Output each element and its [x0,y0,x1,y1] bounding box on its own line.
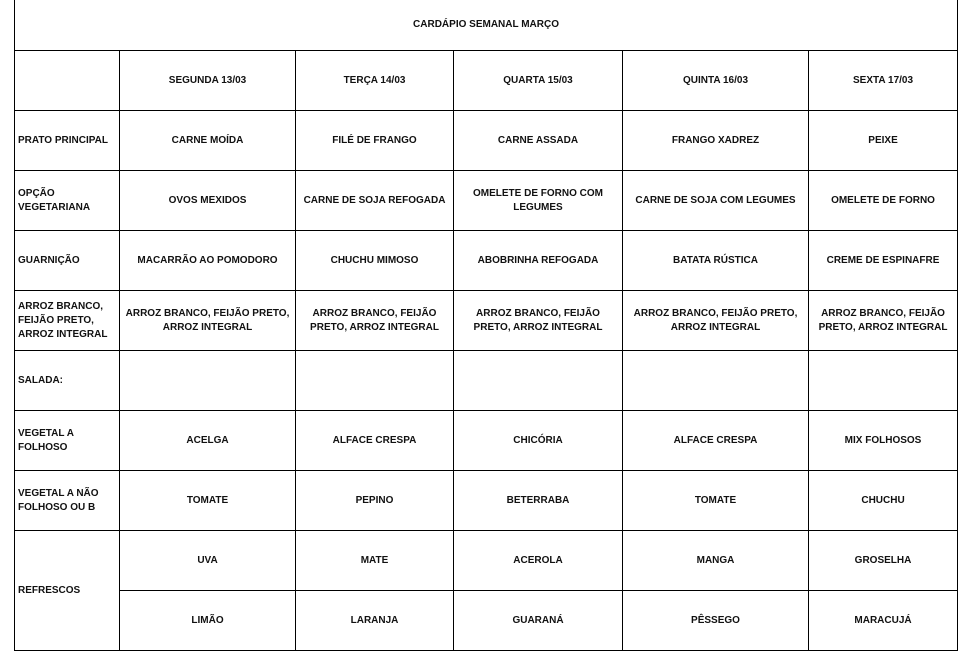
menu-cell: FRANGO XADREZ [622,110,809,171]
refrescos-row: LIMÃO LARANJA GUARANÁ PÊSSEGO MARACUJÁ [15,590,958,651]
menu-cell: CHUCHU MIMOSO [295,230,454,291]
day-header: QUARTA 15/03 [453,50,623,111]
refresco-cell: ACEROLA [453,530,623,591]
menu-cell: CHICÓRIA [453,410,623,471]
day-header: QUINTA 16/03 [622,50,809,111]
menu-cell: ARROZ BRANCO, FEIJÃO PRETO, ARROZ INTEGR… [622,290,809,351]
refresco-cell: GUARANÁ [453,590,623,651]
menu-cell: CARNE ASSADA [453,110,623,171]
refresco-cell: LIMÃO [119,590,296,651]
menu-cell: PEPINO [295,470,454,531]
refrescos-row: REFRESCOS UVA MATE ACEROLA MANGA GROSELHA [14,530,958,651]
menu-cell: CHUCHU [807,470,958,531]
row-label: PRATO PRINCIPAL [14,110,120,171]
menu-cell: CARNE MOÍDA [119,110,296,171]
menu-cell: MIX FOLHOSOS [807,410,958,471]
menu-cell: ARROZ BRANCO, FEIJÃO PRETO, ARROZ INTEGR… [453,290,623,351]
row-label: VEGETAL A FOLHOSO [14,410,120,471]
row-label: SALADA: [14,350,120,411]
menu-cell: ACELGA [119,410,296,471]
menu-row: VEGETAL A FOLHOSO ACELGA ALFACE CRESPA CHIC… [14,410,958,471]
menu-row: VEGETAL A NÃO FOLHOSO OU B TOMATE PEPINO BE… [14,470,958,531]
menu-cell: ALFACE CRESPA [295,410,454,471]
refresco-cell: LARANJA [295,590,454,651]
menu-cell [807,350,958,411]
menu-cell: TOMATE [119,470,296,531]
menu-cell: MACARRÃO AO POMODORO [119,230,296,291]
refresco-cell: MATE [295,530,454,591]
menu-cell: CARNE DE SOJA COM LEGUMES [622,170,809,231]
day-header: TERÇA 14/03 [295,50,454,111]
menu-cell: BETERRABA [453,470,623,531]
day-header: SEGUNDA 13/03 [119,50,296,111]
menu-cell: ARROZ BRANCO, FEIJÃO PRETO, ARROZ INTEGR… [807,290,958,351]
menu-cell: ABOBRINHA REFOGADA [453,230,623,291]
row-label: VEGETAL A NÃO FOLHOSO OU B [14,470,120,531]
menu-row: OPÇÃO VEGETARIANA OVOS MEXIDOS CARNE DE SO… [14,170,958,231]
menu-cell: PEIXE [807,110,958,171]
day-header: SEXTA 17/03 [807,50,958,111]
menu-cell: ARROZ BRANCO, FEIJÃO PRETO, ARROZ INTEGR… [295,290,454,351]
menu-cell: OMELETE DE FORNO [807,170,958,231]
row-label: GUARNIÇÃO [14,230,120,291]
menu-cell: CREME DE ESPINAFRE [807,230,958,291]
menu-cell: BATATA RÚSTICA [622,230,809,291]
refresco-cell: UVA [119,530,296,591]
menu-cell [295,350,454,411]
menu-title: CARDÁPIO SEMANAL MARÇO [13,0,958,51]
menu-cell: FILÉ DE FRANGO [295,110,454,171]
refresco-cell: MARACUJÁ [807,590,958,651]
menu-cell [119,350,296,411]
menu-cell [453,350,623,411]
menu-row: PRATO PRINCIPAL CARNE MOÍDA FILÉ DE FRANGO… [14,110,958,171]
menu-cell: OMELETE DE FORNO COM LEGUMES [453,170,623,231]
menu-row: GUARNIÇÃO MACARRÃO AO POMODORO CHUCHU MIMO… [14,230,958,291]
row-label: OPÇÃO VEGETARIANA [14,170,120,231]
menu-cell: OVOS MEXIDOS [119,170,296,231]
menu-row: ARROZ BRANCO, FEIJÃO PRETO, ARROZ INTEGR… [14,290,958,351]
header-row: SEGUNDA 13/03 TERÇA 14/03 QUARTA 15/03 Q… [14,50,958,111]
menu-cell [622,350,809,411]
row-label: REFRESCOS [14,530,120,651]
refresco-cell: MANGA [622,530,809,591]
menu-cell: ARROZ BRANCO, FEIJÃO PRETO, ARROZ INTEGR… [119,290,296,351]
menu-row: SALADA: [14,350,958,411]
refresco-cell: GROSELHA [807,530,958,591]
menu-table: CARDÁPIO SEMANAL MARÇO SEGUNDA 13/03 TER… [13,0,958,651]
menu-cell: TOMATE [622,470,809,531]
refresco-cell: PÊSSEGO [622,590,809,651]
row-label: ARROZ BRANCO, FEIJÃO PRETO, ARROZ INTEGR… [14,290,120,351]
menu-cell: CARNE DE SOJA REFOGADA [295,170,454,231]
menu-cell: ALFACE CRESPA [622,410,809,471]
header-empty-cell [14,50,120,111]
